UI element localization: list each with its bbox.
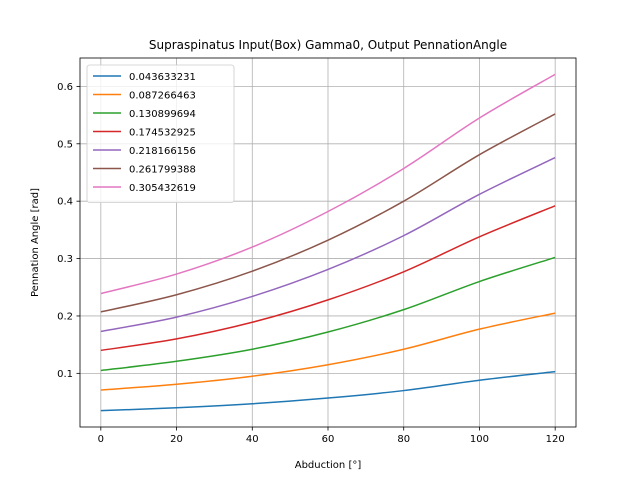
legend: 0.043633231 0.087266463 0.130899694 0.17453…	[86, 64, 235, 203]
series-line	[100, 370, 556, 412]
x-axis-label: Abduction [°]	[295, 460, 362, 471]
legend-label: 0.305432619	[129, 183, 196, 194]
series-line	[100, 113, 556, 313]
series-line	[100, 205, 556, 352]
x-tick-label: 100	[470, 434, 489, 445]
series-lines	[100, 73, 556, 412]
series-line	[100, 156, 556, 333]
y-tick-label: 0.3	[57, 254, 73, 265]
y-tick-label: 0.2	[57, 311, 73, 322]
x-tick-label: 20	[170, 434, 183, 445]
series-line	[100, 312, 556, 391]
x-tick-label: 40	[246, 434, 259, 445]
legend-label: 0.261799388	[129, 165, 196, 176]
x-tick-label: 80	[397, 434, 410, 445]
chart-title: Supraspinatus Input(Box) Gamma0, Output …	[149, 38, 507, 52]
x-tick-label: 120	[546, 434, 565, 445]
legend-label: 0.130899694	[129, 109, 196, 120]
y-tick-label: 0.5	[57, 139, 73, 150]
y-tick-label: 0.1	[57, 369, 73, 380]
legend-label: 0.218166156	[129, 146, 196, 157]
series-line	[100, 256, 556, 372]
y-tick-label: 0.4	[57, 197, 73, 208]
legend-label: 0.087266463	[129, 91, 196, 102]
legend-label: 0.174532925	[129, 128, 196, 139]
y-tick-label: 0.6	[57, 82, 73, 93]
x-tick-label: 0	[98, 434, 104, 445]
legend-label: 0.043633231	[129, 72, 196, 83]
y-axis-label: Pennation Angle [rad]	[30, 188, 41, 297]
legend-box	[86, 64, 235, 203]
x-axis: 0 20 40 60 80 100 120	[98, 427, 565, 445]
y-axis: 0.1 0.2 0.3 0.4 0.5 0.6	[57, 82, 80, 380]
grid	[80, 58, 576, 427]
x-tick-label: 60	[322, 434, 335, 445]
series-line	[100, 73, 556, 295]
